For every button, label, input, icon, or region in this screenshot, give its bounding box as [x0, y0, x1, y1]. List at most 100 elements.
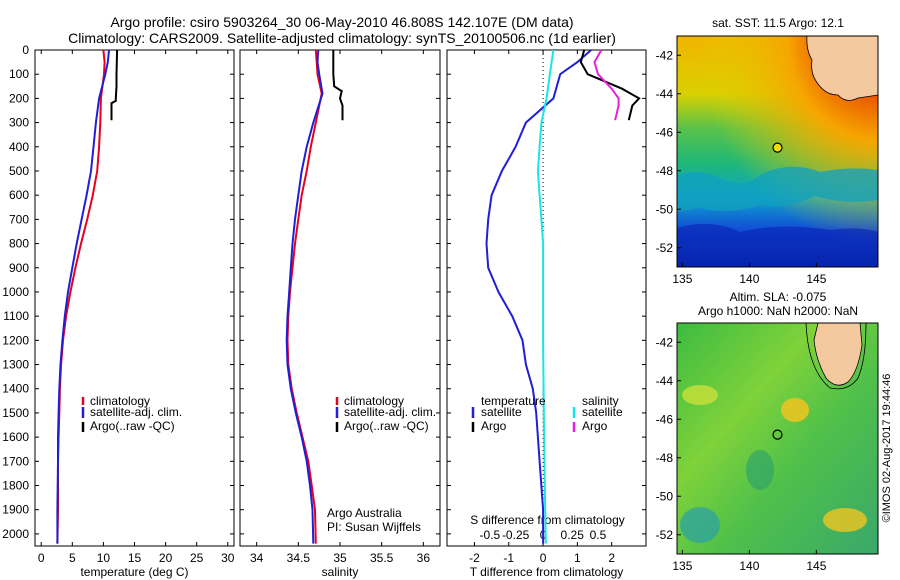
- legend-title-temperature: temperature: [481, 394, 546, 408]
- y-tick-label: 900: [9, 261, 29, 275]
- sst-cool-band: [677, 166, 878, 212]
- legend-label-climatology: climatology: [90, 394, 150, 408]
- legend-label-argo: Argo(..raw -QC): [90, 419, 175, 433]
- y-tick-label: 1000: [2, 285, 29, 299]
- secondary-tick-label: 0.5: [590, 528, 607, 542]
- salinity-panel: 34 34.5 35 35.5 36 salinity: [239, 49, 441, 579]
- y-tick-label: -52: [656, 241, 674, 255]
- series-line-salinity-satellite: [536, 49, 555, 544]
- series-line-argo-raw-qc-: [332, 50, 344, 121]
- sla-map-title-line2: Argo h1000: NaN h2000: NaN: [698, 304, 858, 318]
- y-tick-label: 1300: [2, 358, 29, 372]
- y-tick-label: -46: [656, 412, 674, 426]
- temperature-legend: climatology satellite-adj. clim. Argo(..…: [81, 394, 182, 433]
- y-tick-label: 1100: [3, 309, 29, 323]
- tasmania-land: [813, 322, 863, 386]
- annotation-pi: PI: Susan Wijffels: [327, 520, 421, 534]
- y-tick-label: 200: [9, 91, 29, 105]
- salinity-legend: climatology satellite-adj. clim. Argo(..…: [327, 394, 436, 534]
- x-tick-label: 2: [608, 551, 615, 565]
- y-tick-label: 1800: [2, 479, 29, 493]
- x-tick-label: 34: [250, 551, 264, 565]
- figure-title-line2: Climatology: CARS2009. Satellite-adjuste…: [68, 30, 616, 46]
- y-tick-label: -50: [656, 489, 674, 503]
- sla-blob: [823, 508, 867, 532]
- imos-timestamp: ©IMOS 02-Aug-2017 19:44:46: [881, 374, 893, 523]
- x-tick-label: 145: [806, 272, 826, 286]
- y-tick-label: -46: [656, 125, 674, 139]
- x-tick-label: 36: [417, 551, 431, 565]
- argo-float-marker: [772, 429, 783, 440]
- sst-map: sat. SST: 11.5 Argo: 12.1 135 140 145 -42 -4…: [656, 16, 879, 286]
- sla-blob: [682, 385, 718, 405]
- sla-map-title-line1: Altim. SLA: -0.075: [730, 290, 827, 304]
- legend-label-argo: Argo(..raw -QC): [344, 419, 429, 433]
- y-tick-label: 1200: [2, 333, 29, 347]
- plot-frame: [34, 49, 235, 547]
- sla-blob: [680, 507, 720, 543]
- legend-label-satellite: satellite-adj. clim.: [90, 405, 182, 419]
- legend-label-satellite: satellite-adj. clim.: [344, 405, 436, 419]
- legend-label-sal-satellite: satellite: [582, 405, 623, 419]
- series-line-salinity-argo: [593, 49, 620, 121]
- sst-cold-region: [677, 223, 878, 267]
- y-tick-label: -48: [656, 164, 674, 178]
- series-line-temperature-argo: [579, 49, 641, 121]
- x-tick-label: 0: [38, 551, 45, 565]
- plot-frame: [239, 49, 441, 547]
- y-tick-label: -42: [656, 335, 674, 349]
- x-tick-label: 20: [159, 551, 173, 565]
- secondary-tick-label: -0.5: [480, 528, 501, 542]
- x-tick-label: 5: [69, 551, 76, 565]
- y-tick-label: 500: [9, 164, 29, 178]
- x-tick-label: 140: [739, 559, 759, 573]
- sst-map-frame: [676, 35, 879, 268]
- isobath-contour: [805, 322, 867, 390]
- y-tick-label: 0: [22, 43, 29, 57]
- y-tick-label: -48: [656, 451, 674, 465]
- series-line-temperature-satellite: [485, 49, 592, 544]
- y-tick-label: -52: [656, 528, 674, 542]
- y-tick-label: 1600: [2, 430, 29, 444]
- y-tick-label: 1700: [2, 454, 29, 468]
- x-tick-label: 30: [221, 551, 235, 565]
- x-tick-label: -1: [503, 551, 514, 565]
- y-tick-label: -44: [656, 374, 674, 388]
- y-tick-label: 400: [9, 140, 29, 154]
- y-tick-label: 1400: [2, 382, 29, 396]
- y-tick-label: 600: [9, 188, 29, 202]
- sla-blob: [781, 398, 809, 422]
- x-tick-label: -2: [469, 551, 480, 565]
- x-tick-label: 34.5: [287, 551, 311, 565]
- sla-map-frame: [676, 322, 879, 555]
- y-tick-label: 1500: [2, 406, 29, 420]
- x-tick-label: 0: [540, 551, 547, 565]
- secondary-tick-label: 0.25: [561, 528, 585, 542]
- x-tick-label: 145: [806, 559, 826, 573]
- sla-map-axes: 135 140 145 -42 -44 -46 -48 -50 -52: [656, 335, 827, 573]
- x-axis-label: T difference from climatology: [470, 565, 624, 579]
- x-tick-label: 140: [739, 272, 759, 286]
- plot-frame: [446, 49, 647, 547]
- y-tick-label: -44: [656, 87, 674, 101]
- argo-float-marker: [772, 142, 783, 153]
- legend-label-temp-argo: Argo: [481, 419, 507, 433]
- secondary-axis-label: S difference from climatology: [470, 513, 625, 527]
- y-tick-label: -50: [656, 202, 674, 216]
- x-tick-label: 135: [672, 559, 692, 573]
- sst-map-title: sat. SST: 11.5 Argo: 12.1: [712, 16, 844, 30]
- sla-map: Altim. SLA: -0.075 Argo h1000: NaN h2000…: [656, 290, 893, 573]
- y-tick-label: 100: [9, 67, 29, 81]
- y-tick-label: 300: [9, 116, 29, 130]
- y-tick-label: -42: [656, 48, 674, 62]
- difference-legend: temperature satellite Argo salinity sate…: [471, 394, 623, 433]
- tasmania-land: [806, 35, 879, 101]
- temperature-panel: 0100200300400500600700800900100011001200…: [2, 43, 234, 579]
- annotation-argo-australia: Argo Australia: [327, 506, 402, 520]
- y-tick-label: 2000: [2, 527, 29, 541]
- x-tick-label: 1: [574, 551, 581, 565]
- figure-title-line1: Argo profile: csiro 5903264_30 06-May-20…: [110, 14, 573, 30]
- y-tick-label: 800: [9, 237, 29, 251]
- x-axis-label: temperature (deg C): [80, 565, 188, 579]
